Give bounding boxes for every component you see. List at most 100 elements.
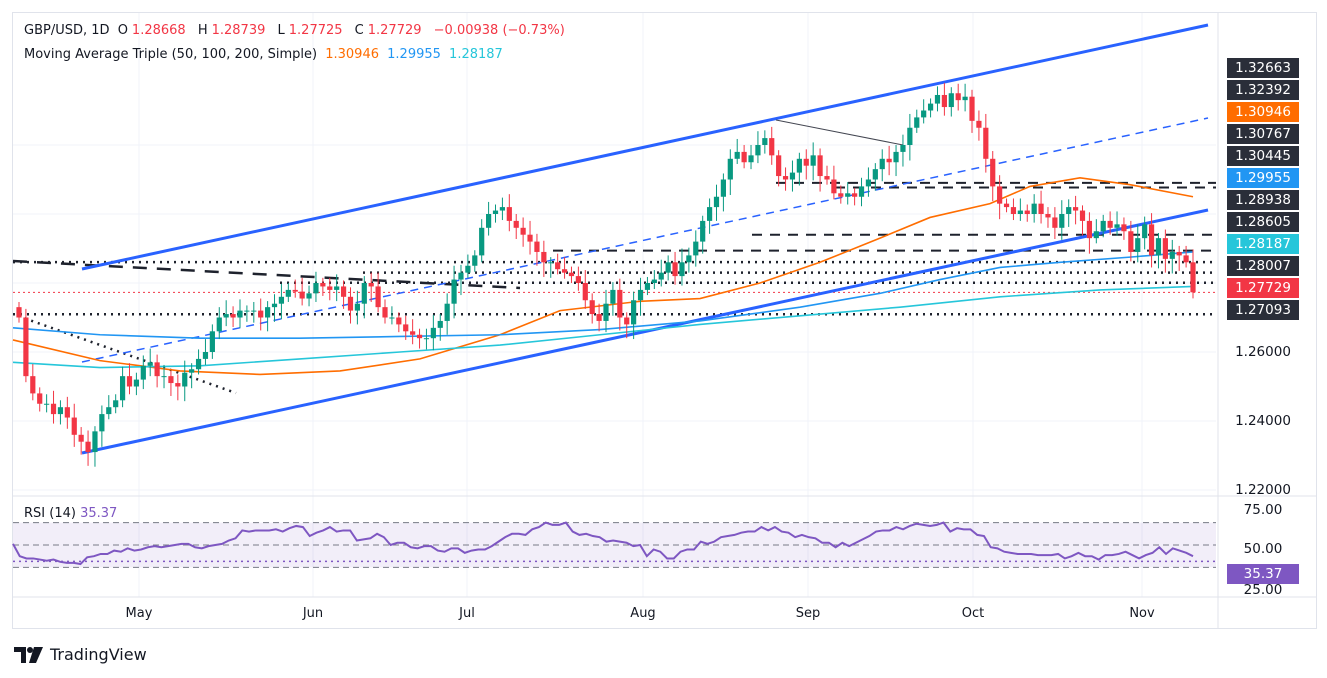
candle-down xyxy=(258,310,264,318)
candle-up xyxy=(244,310,250,312)
candle-down xyxy=(555,262,561,270)
candle-down xyxy=(30,376,36,394)
candle-up xyxy=(389,317,395,319)
candle-down xyxy=(1128,231,1134,252)
candle-up xyxy=(893,151,899,163)
candle-down xyxy=(85,441,91,453)
ma200-value: 1.28187 xyxy=(449,47,503,62)
candle-up xyxy=(706,207,713,221)
candle-down xyxy=(624,317,630,325)
candle-down xyxy=(78,434,84,442)
candle-down xyxy=(941,94,947,108)
ohlc-legend: GBP/USD, 1D O 1.28668 H 1.28739 L 1.27725 C… xyxy=(24,23,569,38)
candle-up xyxy=(548,262,554,264)
candle-up xyxy=(57,407,64,415)
candle-up xyxy=(147,362,153,366)
price-tick: 1.26000 xyxy=(1235,344,1291,360)
candle-down xyxy=(416,334,423,339)
channel-lower-line xyxy=(81,208,1209,455)
candle-up xyxy=(748,155,754,163)
candle-down xyxy=(154,362,160,377)
tradingview-logo-icon xyxy=(14,646,43,663)
candle-down xyxy=(561,269,568,273)
candle-up xyxy=(182,372,188,387)
candle-up xyxy=(1142,224,1148,239)
month-label: May xyxy=(125,606,153,621)
tradingview-logo[interactable]: TradingView xyxy=(14,645,147,664)
candle-down xyxy=(541,251,547,263)
candle-up xyxy=(727,158,733,180)
candle-down xyxy=(527,234,533,242)
candle-down xyxy=(71,417,77,435)
candle-down xyxy=(976,120,982,128)
price-badge-ma50: 1.30946 xyxy=(1227,102,1299,122)
candle-up xyxy=(223,314,229,318)
candle-down xyxy=(50,403,57,415)
candle-up xyxy=(631,300,637,325)
price-badge-level: 1.30445 xyxy=(1227,146,1299,166)
price-badge-last: 1.27729 xyxy=(1227,278,1299,298)
rsi-line xyxy=(12,521,1194,566)
rsi-value: 35.37 xyxy=(80,506,118,521)
candle-up xyxy=(713,196,720,208)
rsi-tick: 25.00 xyxy=(1243,582,1283,598)
candle-down xyxy=(1073,207,1079,211)
candle-down xyxy=(534,241,540,252)
candle-down xyxy=(37,393,43,404)
candle-down xyxy=(782,176,789,180)
candle-down xyxy=(126,376,133,387)
candle-up xyxy=(1017,210,1023,214)
candle-up xyxy=(313,283,319,294)
candle-up xyxy=(907,127,913,145)
price-badge-level: 1.27093 xyxy=(1227,300,1299,320)
candle-down xyxy=(64,407,70,418)
brand-name: TradingView xyxy=(50,645,147,664)
month-label: Jul xyxy=(459,606,475,621)
candle-up xyxy=(486,214,492,228)
candle-up xyxy=(858,186,865,197)
candle-down xyxy=(375,286,381,308)
price-tick: 1.22000 xyxy=(1235,482,1291,498)
candle-up xyxy=(665,262,671,273)
candle-up xyxy=(195,358,202,370)
price-badge-level: 1.30767 xyxy=(1227,124,1299,144)
candle-down xyxy=(168,376,174,384)
candle-up xyxy=(209,331,215,352)
candle-down xyxy=(23,317,29,377)
ma100-value: 1.29955 xyxy=(387,47,441,62)
candle-up xyxy=(140,365,146,380)
candle-down xyxy=(852,193,858,197)
candle-up xyxy=(237,310,243,318)
candle-down xyxy=(1148,224,1155,256)
candle-down xyxy=(506,207,512,221)
candle-down xyxy=(1045,214,1051,218)
rsi-tick: 75.00 xyxy=(1243,502,1283,518)
candle-up xyxy=(271,303,278,308)
candle-down xyxy=(568,272,575,277)
open-value: O 1.28668 xyxy=(117,23,186,38)
candle-down xyxy=(1162,238,1168,259)
candle-up xyxy=(202,352,209,359)
chart-frame xyxy=(12,12,1317,629)
candle-up xyxy=(865,179,872,187)
candle-down xyxy=(520,227,526,235)
symbol-label: GBP/USD, 1D xyxy=(24,23,110,38)
month-label: Sep xyxy=(795,606,821,621)
candle-up xyxy=(216,317,222,332)
candle-down xyxy=(824,176,830,180)
candle-up xyxy=(927,103,934,111)
candle-down xyxy=(1079,210,1086,221)
price-badge-ma100: 1.29955 xyxy=(1227,168,1299,188)
candle-down xyxy=(817,155,823,177)
candle-down xyxy=(410,331,416,335)
candle-down xyxy=(299,291,305,299)
candle-up xyxy=(796,158,802,173)
candle-up xyxy=(762,138,768,145)
candle-down xyxy=(368,283,374,287)
candle-up xyxy=(444,303,450,321)
channel-mid-line xyxy=(81,117,1209,363)
candle-up xyxy=(1135,238,1141,252)
candle-down xyxy=(396,317,402,325)
month-label: Jun xyxy=(302,606,324,621)
